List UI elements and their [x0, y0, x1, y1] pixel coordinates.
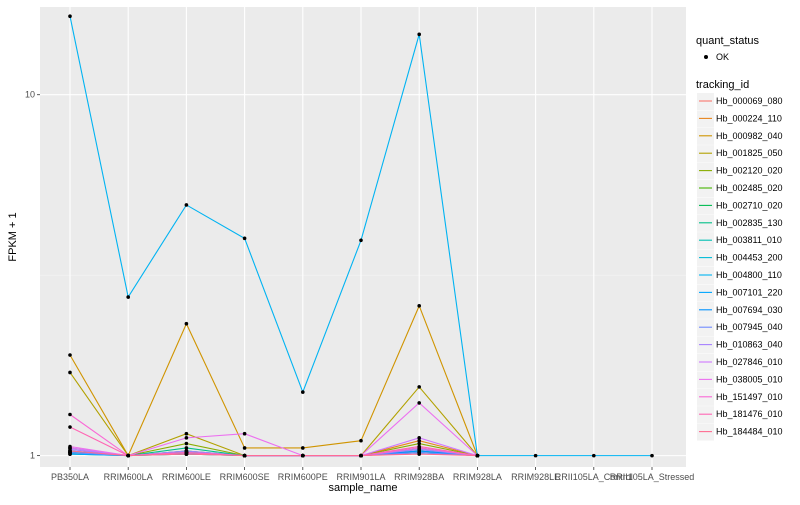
legend-label: Hb_002835_130	[716, 218, 783, 228]
legend-label: Hb_002120_020	[716, 166, 783, 176]
y-tick-label: 10	[25, 90, 35, 100]
data-point	[475, 453, 480, 458]
data-point	[184, 446, 189, 450]
x-tick-label: RRIM600PE	[278, 472, 328, 482]
data-point	[359, 453, 363, 458]
legend-label: Hb_002710_020	[716, 200, 783, 210]
plot-background	[40, 7, 686, 467]
legend-label: Hb_003811_010	[716, 235, 782, 245]
data-point	[301, 446, 305, 450]
x-tick-label: RRIM928LA	[453, 472, 502, 482]
legend-label: Hb_000224_110	[716, 113, 782, 123]
data-point	[68, 444, 72, 449]
data-point	[126, 295, 130, 299]
data-point	[68, 412, 72, 417]
x-tick-label: RRIM600SE	[220, 472, 270, 482]
legend-label: Hb_001825_050	[716, 148, 783, 158]
series-line	[69, 304, 478, 457]
data-point	[184, 436, 189, 440]
data-point	[184, 203, 189, 207]
y-axis: 1 10	[25, 90, 40, 461]
data-point	[184, 441, 189, 446]
legend-label: Hb_181476_010	[716, 409, 783, 419]
legend-label: Hb_007694_030	[716, 305, 783, 315]
color-legend-items: Hb_000069_080 Hb_000224_110 Hb_000982_040 H…	[697, 93, 783, 441]
shape-legend-title: quant_status	[696, 35, 759, 47]
legend-label: Hb_038005_010	[716, 374, 783, 384]
series-line	[69, 450, 478, 457]
data-point	[359, 438, 363, 443]
legend-label: Hb_027846_010	[716, 357, 783, 367]
data-point	[417, 438, 422, 443]
x-tick-label: PB350LA	[51, 472, 89, 482]
data-point	[184, 431, 189, 436]
data-point	[184, 321, 189, 326]
legend-label: Hb_000982_040	[716, 131, 783, 141]
data-point	[417, 441, 422, 446]
data-point	[242, 453, 247, 458]
legend-label: Hb_000069_080	[716, 96, 783, 106]
data-point	[126, 453, 130, 458]
data-point	[417, 452, 422, 456]
data-point	[417, 436, 422, 440]
legend-label: Hb_184484_010	[716, 427, 783, 437]
shape-legend-ok-label: OK	[716, 52, 729, 62]
data-point	[359, 238, 363, 243]
x-tick-label: RRIM901LA	[336, 472, 385, 482]
x-tick-label: RRII105LA_Stressed	[610, 472, 695, 482]
data-point	[242, 446, 247, 450]
data-point	[301, 453, 305, 458]
x-tick-label: RRIM928BA	[394, 472, 444, 482]
data-point	[417, 32, 422, 37]
x-axis: PB350LA RRIM600LA RRIM600LE RRIM600SE RRIM60…	[51, 467, 694, 482]
legend-label: Hb_010863_040	[716, 340, 783, 350]
data-point	[242, 236, 247, 241]
data-point	[68, 353, 72, 357]
x-tick-label: RRIM600LE	[162, 472, 211, 482]
data-point	[417, 444, 422, 449]
x-tick-label: RRIM928LE	[511, 472, 560, 482]
data-point	[650, 453, 654, 458]
legend-label: Hb_007101_220	[716, 287, 783, 297]
legend-label: Hb_004800_110	[716, 270, 782, 280]
shape-legend-ok-symbol	[704, 55, 708, 59]
series-points	[68, 14, 654, 458]
data-point	[184, 452, 189, 456]
data-point	[68, 425, 72, 429]
x-tick-label: RRII105LA_Control	[555, 472, 633, 482]
y-tick-label: 1	[30, 451, 35, 461]
legend-label: Hb_007945_040	[716, 322, 783, 332]
x-tick-label: RRIM600LA	[104, 472, 153, 482]
data-point	[242, 431, 247, 436]
data-point	[417, 401, 422, 405]
data-point	[68, 14, 72, 19]
legend-label: Hb_151497_010	[716, 392, 783, 402]
data-point	[68, 370, 72, 375]
data-point	[417, 304, 422, 308]
data-point	[68, 449, 72, 453]
data-point	[301, 390, 305, 394]
color-legend-title: tracking_id	[696, 79, 749, 91]
series-line	[69, 402, 478, 457]
grid-lines	[40, 7, 686, 467]
data-point	[592, 453, 596, 458]
data-point	[417, 385, 422, 389]
legend-label: Hb_002485_020	[716, 183, 783, 193]
data-point	[533, 453, 538, 458]
y-axis-title: FPKM + 1	[7, 212, 19, 261]
x-axis-title: sample_name	[328, 482, 397, 494]
legend: quant_status OK tracking_id Hb_000069_08…	[696, 35, 783, 441]
legend-label: Hb_004453_200	[716, 253, 783, 263]
